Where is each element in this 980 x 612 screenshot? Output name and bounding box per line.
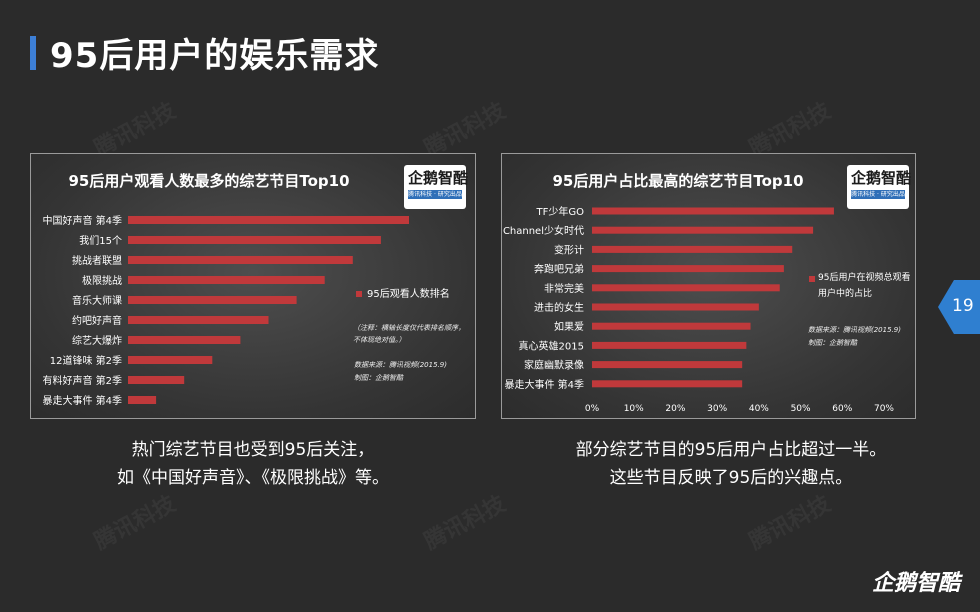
category-label: 进击的女生 <box>534 301 584 314</box>
chart-producer: 制图：企鹅智酷 <box>808 339 858 347</box>
bar <box>592 303 759 311</box>
category-label: 暴走大事件 第4季 <box>42 394 122 407</box>
x-tick-label: 20% <box>665 404 685 414</box>
chart-title: 95后用户占比最高的综艺节目Top10 <box>552 172 803 190</box>
left-caption: 热门综艺节目也受到95后关注， 如《中国好声音》、《极限挑战》等。 <box>30 436 476 492</box>
bar <box>592 361 743 369</box>
category-label: Channel少女时代 <box>503 224 584 237</box>
legend-label: 95后观看人数排名 <box>367 287 450 300</box>
right-caption: 部分综艺节目的95后用户占比超过一半。 这些节目反映了95后的兴趣点。 <box>501 436 961 492</box>
category-label: 变形计 <box>554 243 584 256</box>
category-label: 暴走大事件 第4季 <box>504 378 584 391</box>
category-label: TF少年GO <box>536 205 585 218</box>
bar <box>592 265 784 273</box>
bar <box>592 284 780 292</box>
brand-mark: 企鹅智酷 <box>872 571 961 596</box>
x-tick-label: 50% <box>791 404 811 414</box>
page-number: 19 <box>952 296 974 316</box>
chart-title: 95后用户观看人数最多的综艺节目Top10 <box>68 172 349 190</box>
bar <box>128 256 353 264</box>
bar <box>128 236 381 244</box>
legend-swatch <box>356 291 362 297</box>
category-label: 家庭幽默录像 <box>524 359 584 372</box>
bar <box>592 245 793 253</box>
legend-swatch <box>809 276 815 282</box>
bar <box>592 380 743 388</box>
chart-panel-right: 95后用户占比最高的综艺节目Top10 TF少年GO Channel少女时代变形计… <box>501 153 916 419</box>
logo-name: 企鹅智酷 <box>851 169 912 187</box>
category-label: 综艺大爆炸 <box>72 334 122 347</box>
right-caption-line1: 部分综艺节目的95后用户占比超过一半。 <box>575 440 887 460</box>
brand-logo: 企鹅智酷 腾讯科技 · 研究出品 <box>847 165 912 209</box>
category-label: 奔跑吧兄弟 <box>534 263 584 276</box>
legend-label: 95后用户在视频总观看用户中的占比 <box>818 273 911 299</box>
category-label: 极限挑战 <box>82 274 122 287</box>
watermark: 腾讯科技 <box>90 491 180 555</box>
chart-producer: 制图：企鹅智酷 <box>354 374 404 382</box>
bar <box>128 316 269 324</box>
x-tick-label: 70% <box>874 404 894 414</box>
watermark: 腾讯科技 <box>745 491 835 555</box>
bar <box>128 336 241 344</box>
category-label: 非常完美 <box>544 282 584 295</box>
category-label: 有料好声音 第2季 <box>42 374 122 387</box>
chart-left: 95后用户观看人数最多的综艺节目Top10 中国好声音 第4季我们15个挑战者联… <box>42 172 465 407</box>
right-caption-line2: 这些节目反映了95后的兴趣点。 <box>609 468 853 488</box>
bar <box>128 296 297 304</box>
chart-panel-left: 95后用户观看人数最多的综艺节目Top10 中国好声音 第4季我们15个挑战者联… <box>30 153 476 419</box>
chart-note: （注释：横轴长度仅代表排名顺序，不体现绝对值。） <box>353 324 465 344</box>
bar <box>128 396 157 404</box>
x-tick-label: 0% <box>585 404 600 414</box>
bar <box>128 216 409 224</box>
bar <box>128 276 325 284</box>
title-accent-bar <box>30 36 36 70</box>
category-label: 我们15个 <box>79 234 122 247</box>
bar <box>592 322 751 330</box>
category-label: 挑战者联盟 <box>72 254 122 267</box>
left-caption-line2: 如《中国好声音》、《极限挑战》等。 <box>117 468 389 488</box>
left-caption-line1: 热门综艺节目也受到95后关注， <box>131 440 375 460</box>
brand-logo: 企鹅智酷 腾讯科技 · 研究出品 <box>404 165 469 209</box>
x-tick-label: 30% <box>707 404 727 414</box>
data-source: 数据来源：腾讯视频(2015.9) <box>354 361 447 369</box>
logo-tagline: 腾讯科技 · 研究出品 <box>851 190 905 199</box>
category-label: 12道锋味 第2季 <box>50 354 122 367</box>
x-tick-label: 40% <box>749 404 769 414</box>
x-tick-label: 10% <box>624 404 644 414</box>
x-tick-label: 60% <box>832 404 852 414</box>
chart-right: 95后用户占比最高的综艺节目Top10 TF少年GO Channel少女时代变形计… <box>503 172 911 414</box>
page-title: 95后用户的娱乐需求 <box>50 36 380 76</box>
logo-name: 企鹅智酷 <box>408 169 469 187</box>
category-label: 真心英雄2015 <box>519 339 584 352</box>
bar <box>128 376 185 384</box>
logo-tagline: 腾讯科技 · 研究出品 <box>408 190 462 199</box>
bar <box>592 226 814 234</box>
category-label: 音乐大师课 <box>72 294 122 307</box>
watermark: 腾讯科技 <box>420 491 510 555</box>
category-label: 中国好声音 第4季 <box>42 214 122 227</box>
data-source: 数据来源：腾讯视频(2015.9) <box>808 326 901 334</box>
category-label: 约吧好声音 <box>72 314 122 327</box>
bar <box>592 341 747 349</box>
bar <box>128 356 213 364</box>
bar <box>592 207 834 215</box>
category-label: 如果爱 <box>554 320 584 333</box>
